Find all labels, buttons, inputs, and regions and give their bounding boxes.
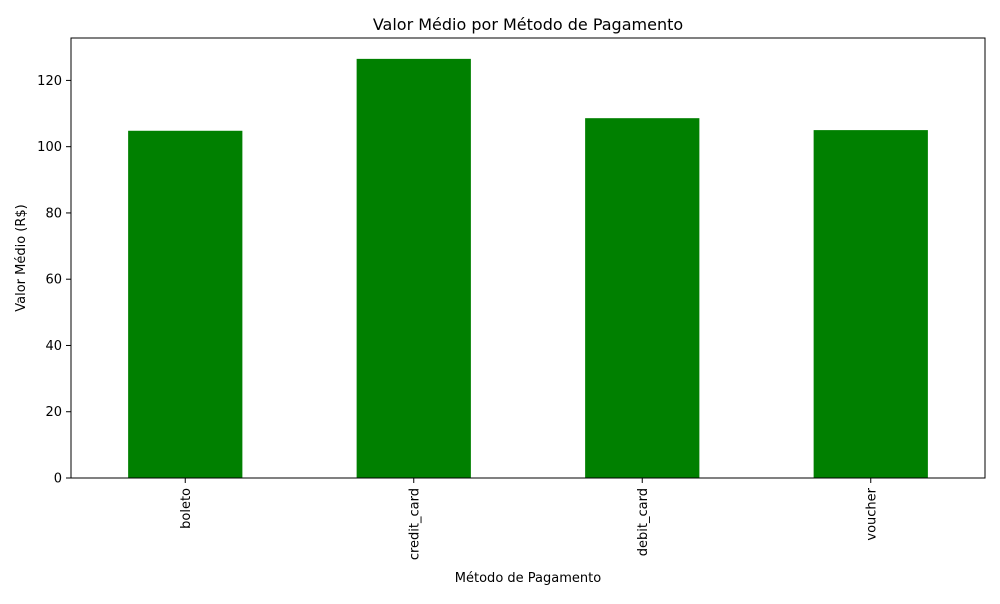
x-axis-label: Método de Pagamento [455,571,601,586]
x-tick-label: voucher [864,487,879,540]
axes-frame [70,37,986,479]
bar-debit_card [585,118,700,479]
plot-area: 0 20 40 60 80 100 120 boleto credit_card debit_ca… [37,37,986,560]
y-tick-label: 60 [45,273,62,288]
y-tick-label: 40 [45,339,62,354]
chart-title: Valor Médio por Método de Pagamento [373,15,683,34]
x-tick-label: boleto [179,488,194,529]
y-tick-label: 80 [45,206,62,221]
x-tick-label: debit_card [636,488,651,556]
bar-voucher [813,130,928,479]
y-axis-label: Valor Médio (R$) [14,204,29,312]
y-tick-label: 20 [45,405,62,420]
y-tick-label: 0 [54,472,62,487]
x-tick-label: credit_card [407,488,422,560]
y-tick-label: 120 [37,74,62,89]
bar-credit_card [356,58,471,479]
bar-boleto [128,130,243,478]
y-tick-label: 100 [37,140,62,155]
